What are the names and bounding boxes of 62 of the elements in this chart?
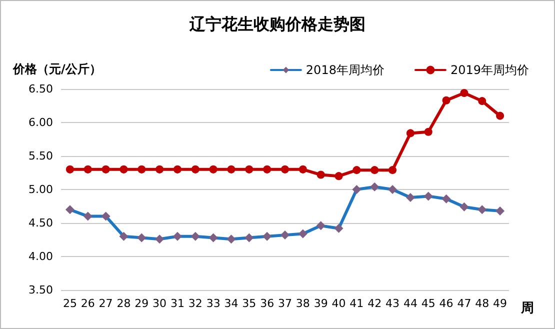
y-tick-label: 4.50 — [28, 216, 53, 230]
x-tick-label: 42 — [368, 297, 382, 310]
point — [388, 166, 397, 174]
legend-label: 2019年周均价 — [450, 63, 530, 77]
point — [281, 165, 289, 174]
point — [84, 165, 92, 174]
legend-label: 2018年周均价 — [306, 63, 384, 77]
x-tick-label: 32 — [188, 297, 202, 310]
point — [496, 112, 504, 120]
y-tick-label: 5.00 — [28, 183, 53, 196]
x-tick-label: 49 — [493, 297, 508, 310]
y-tick-label: 6.50 — [28, 82, 53, 96]
point — [460, 89, 468, 98]
x-tick-label: 34 — [224, 297, 238, 310]
x-tick-label: 29 — [134, 297, 149, 310]
x-tick-label: 41 — [350, 297, 364, 310]
y-tick-label: 5.50 — [28, 150, 53, 162]
point — [406, 129, 414, 138]
x-tick-label: 43 — [386, 297, 400, 310]
x-axis-title: 周 — [520, 301, 534, 316]
point — [191, 165, 200, 174]
y-tick-label: 6.00 — [28, 116, 53, 129]
x-tick-label: 48 — [475, 297, 490, 310]
point — [263, 165, 272, 174]
point — [334, 172, 343, 180]
point — [173, 165, 182, 174]
x-tick-label: 45 — [421, 297, 436, 310]
point — [66, 165, 74, 174]
point — [120, 165, 128, 174]
x-tick-label: 25 — [62, 297, 77, 310]
point — [316, 170, 325, 179]
y-axis-title: 价格（元/公斤） — [12, 62, 102, 76]
x-tick-label: 27 — [98, 297, 113, 310]
x-tick-label: 26 — [80, 297, 95, 310]
x-tick-label: 31 — [170, 297, 184, 310]
point — [209, 165, 218, 174]
point — [478, 97, 486, 106]
point — [298, 165, 307, 174]
x-tick-label: 44 — [403, 297, 418, 310]
point — [245, 165, 254, 174]
point — [352, 166, 361, 174]
point — [442, 96, 450, 104]
x-tick-label: 28 — [116, 297, 131, 310]
point — [424, 128, 432, 136]
x-tick-label: 46 — [439, 297, 454, 310]
x-tick-label: 36 — [260, 297, 274, 310]
x-tick-label: 47 — [457, 297, 472, 310]
x-tick-label: 37 — [278, 297, 292, 310]
point — [227, 165, 236, 174]
x-tick-label: 40 — [332, 297, 346, 310]
point — [156, 165, 164, 174]
x-tick-label: 30 — [152, 297, 167, 310]
y-tick-label: 4.00 — [28, 250, 53, 263]
chart-title: 辽宁花生收购价格走势图 — [188, 14, 366, 34]
point — [102, 165, 110, 174]
point — [138, 165, 146, 174]
x-tick-label: 38 — [296, 297, 310, 310]
y-tick-label: 3.50 — [28, 284, 53, 296]
point — [370, 166, 379, 174]
x-tick-label: 35 — [242, 297, 256, 310]
x-tick-label: 33 — [206, 297, 220, 310]
x-tick-label: 39 — [314, 297, 328, 310]
